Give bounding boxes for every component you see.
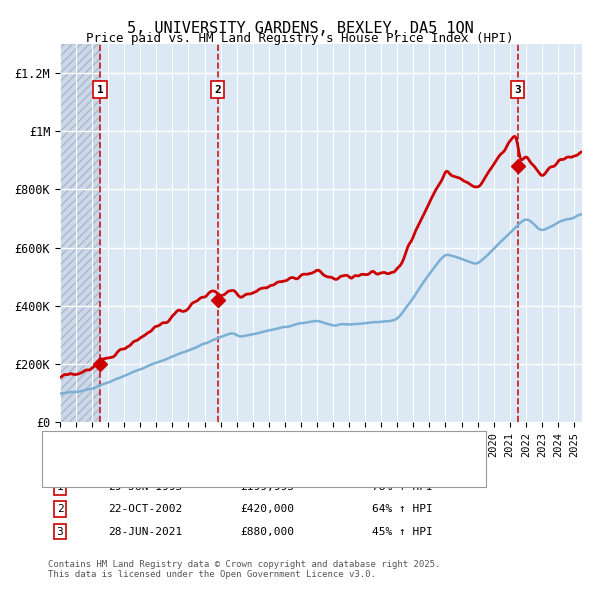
- Text: £199,995: £199,995: [240, 482, 294, 491]
- Text: 2: 2: [56, 504, 64, 514]
- Text: 78% ↑ HPI: 78% ↑ HPI: [372, 482, 433, 491]
- Text: £880,000: £880,000: [240, 527, 294, 536]
- Text: 1: 1: [97, 84, 103, 94]
- Text: 28-JUN-2021: 28-JUN-2021: [108, 527, 182, 536]
- Text: 5, UNIVERSITY GARDENS, BEXLEY, DA5 1QN: 5, UNIVERSITY GARDENS, BEXLEY, DA5 1QN: [127, 21, 473, 35]
- Text: Price paid vs. HM Land Registry's House Price Index (HPI): Price paid vs. HM Land Registry's House …: [86, 32, 514, 45]
- Legend: 5, UNIVERSITY GARDENS, BEXLEY, DA5 1QN (detached house), HPI: Average price, det: 5, UNIVERSITY GARDENS, BEXLEY, DA5 1QN (…: [59, 442, 446, 475]
- Text: Contains HM Land Registry data © Crown copyright and database right 2025.
This d: Contains HM Land Registry data © Crown c…: [48, 560, 440, 579]
- Text: 2: 2: [214, 84, 221, 94]
- Text: 3: 3: [514, 84, 521, 94]
- Bar: [60, 44, 100, 422]
- Text: 29-JUN-1995: 29-JUN-1995: [108, 482, 182, 491]
- Text: 22-OCT-2002: 22-OCT-2002: [108, 504, 182, 514]
- Text: 3: 3: [56, 527, 64, 536]
- Bar: [60, 44, 100, 422]
- Text: £420,000: £420,000: [240, 504, 294, 514]
- Text: 1: 1: [56, 482, 64, 491]
- Text: 64% ↑ HPI: 64% ↑ HPI: [372, 504, 433, 514]
- Text: 45% ↑ HPI: 45% ↑ HPI: [372, 527, 433, 536]
